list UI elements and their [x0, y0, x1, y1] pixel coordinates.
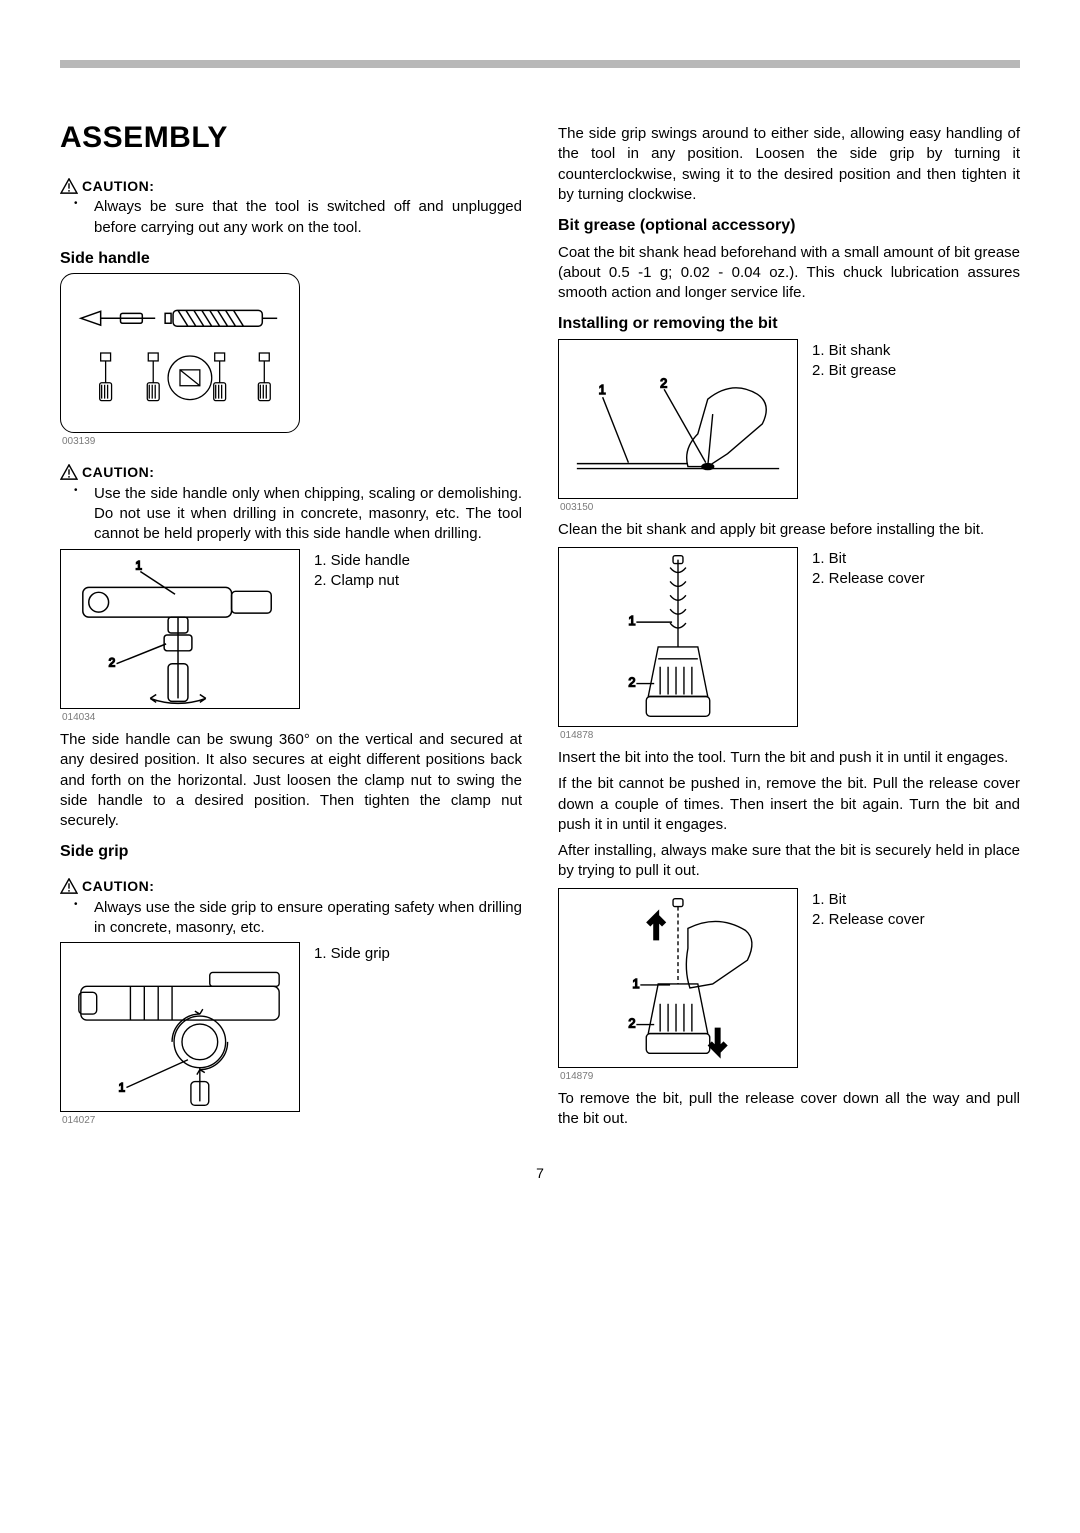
svg-text:1: 1: [135, 558, 142, 572]
warning-triangle-icon: [60, 178, 78, 194]
install-para-1: Clean the bit shank and apply bit grease…: [558, 520, 1020, 540]
figure-legend: 1. Side grip: [314, 942, 390, 964]
side-handle-para: The side handle can be swung 360° on the…: [60, 730, 522, 831]
side-handle-heading: Side handle: [60, 248, 522, 270]
figure-legend: 1. Side handle 2. Clamp nut: [314, 549, 410, 592]
figure-bit-grease: 1 2: [558, 339, 798, 499]
install-para-4: After installing, always make sure that …: [558, 841, 1020, 882]
warning-triangle-icon: [60, 878, 78, 894]
page-number: 7: [60, 1164, 1020, 1183]
header-rule: [60, 60, 1020, 68]
figure-insert-bit: 1 2: [558, 547, 798, 727]
caution-2-list: Use the side handle only when chipping, …: [60, 484, 522, 545]
install-para-5: To remove the bit, pull the release cove…: [558, 1089, 1020, 1130]
figure-remove-bit-svg: 1 2: [559, 888, 797, 1068]
section-title: ASSEMBLY: [60, 118, 522, 159]
svg-text:2: 2: [660, 375, 667, 390]
install-heading: Installing or removing the bit: [558, 313, 1020, 335]
legend-item: 2. Release cover: [812, 569, 925, 589]
figure-code: 014878: [560, 729, 798, 743]
list-item: Always be sure that the tool is switched…: [94, 197, 522, 238]
figure-side-handle-mounted: 1 2: [60, 549, 300, 709]
figure-code: 014034: [62, 711, 300, 725]
figure-side-grip: 1: [60, 942, 300, 1112]
caution-3: CAUTION:: [60, 877, 522, 896]
figure-code: 003139: [62, 435, 522, 449]
legend-item: 2. Release cover: [812, 910, 925, 930]
right-column: The side grip swings around to either si…: [558, 118, 1020, 1136]
figure-bit-grease-svg: 1 2: [559, 339, 797, 499]
svg-text:1: 1: [628, 613, 635, 628]
svg-text:2: 2: [109, 655, 116, 669]
caution-label: CAUTION:: [82, 177, 154, 196]
figure-side-grip-svg: 1: [61, 942, 299, 1112]
svg-text:1: 1: [599, 382, 606, 397]
figure-code: 014027: [62, 1114, 300, 1128]
caution-3-list: Always use the side grip to ensure opera…: [60, 898, 522, 939]
legend-item: 1. Side grip: [314, 944, 390, 964]
figure-remove-bit: 1 2: [558, 888, 798, 1068]
figure-code: 003150: [560, 501, 798, 515]
caution-2: CAUTION:: [60, 463, 522, 482]
left-column: ASSEMBLY CAUTION: Always be sure that th…: [60, 118, 522, 1136]
svg-text:1: 1: [632, 976, 639, 991]
caution-label: CAUTION:: [82, 463, 154, 482]
list-item: Use the side handle only when chipping, …: [94, 484, 522, 545]
svg-text:1: 1: [119, 1081, 126, 1095]
legend-item: 1. Bit: [812, 890, 925, 910]
caution-1-list: Always be sure that the tool is switched…: [60, 197, 522, 238]
figure-side-handle-mounted-svg: 1 2: [61, 549, 299, 709]
legend-item: 2. Bit grease: [812, 361, 896, 381]
caution-label: CAUTION:: [82, 877, 154, 896]
bit-grease-heading: Bit grease (optional accessory): [558, 215, 1020, 237]
figure-code: 014879: [560, 1070, 798, 1084]
legend-item: 1. Bit shank: [812, 341, 896, 361]
list-item: Always use the side grip to ensure opera…: [94, 898, 522, 939]
figure-side-handle-kit-svg: [61, 273, 299, 433]
legend-item: 1. Side handle: [314, 551, 410, 571]
intro-para: The side grip swings around to either si…: [558, 124, 1020, 205]
figure-insert-bit-svg: 1 2: [559, 547, 797, 727]
warning-triangle-icon: [60, 464, 78, 480]
svg-text:2: 2: [628, 1015, 635, 1030]
legend-item: 2. Clamp nut: [314, 571, 410, 591]
install-para-3: If the bit cannot be pushed in, remove t…: [558, 774, 1020, 835]
figure-side-handle-kit: [60, 273, 300, 433]
svg-text:2: 2: [628, 674, 635, 689]
figure-legend: 1. Bit shank 2. Bit grease: [812, 339, 896, 382]
caution-1: CAUTION:: [60, 177, 522, 196]
legend-item: 1. Bit: [812, 549, 925, 569]
figure-legend: 1. Bit 2. Release cover: [812, 888, 925, 931]
install-para-2: Insert the bit into the tool. Turn the b…: [558, 748, 1020, 768]
figure-legend: 1. Bit 2. Release cover: [812, 547, 925, 590]
bit-grease-para: Coat the bit shank head beforehand with …: [558, 243, 1020, 304]
side-grip-heading: Side grip: [60, 841, 522, 863]
